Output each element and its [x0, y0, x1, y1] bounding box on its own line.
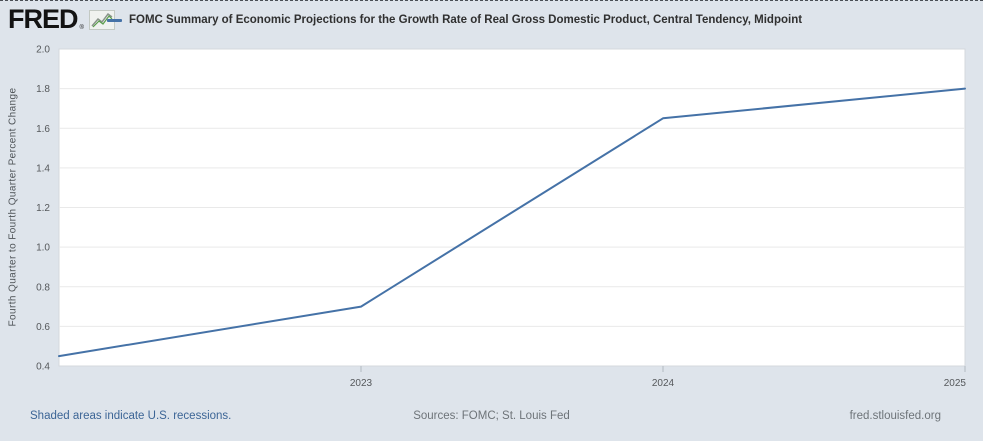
y-axis-tick-label: 0.6 [36, 322, 50, 333]
fred-logo[interactable]: FRED ® [8, 6, 115, 33]
y-axis-tick-label: 1.2 [36, 203, 50, 214]
recessions-note-link[interactable]: Shaded areas indicate U.S. recessions. [30, 410, 232, 422]
series-legend-dash-icon [107, 18, 122, 22]
y-axis-tick-label: 1.8 [36, 84, 50, 95]
x-axis-tick-label: 2024 [652, 378, 675, 389]
x-axis-tick-label: 2025 [944, 378, 967, 389]
y-axis-tick-label: 0.4 [36, 362, 50, 373]
fred-logo-registered-mark: ® [79, 25, 84, 31]
y-axis-tick-label: 2.0 [36, 45, 50, 56]
y-axis-tick-label: 1.6 [36, 124, 50, 135]
y-axis-tick-label: 1.0 [36, 243, 50, 254]
line-chart[interactable]: 0.4 0.6 0.8 1.0 1.2 1.4 1.6 1.8 2.0 2023 2024 2025 [0, 1, 983, 401]
y-axis-tick-label: 1.4 [36, 163, 50, 174]
y-axis-tick-label: 0.8 [36, 282, 50, 293]
fred-url-text: fred.stlouisfed.org [849, 410, 941, 422]
series-legend: FOMC Summary of Economic Projections for… [107, 1, 802, 39]
series-legend-label: FOMC Summary of Economic Projections for… [129, 14, 803, 26]
y-axis-title: Fourth Quarter to Fourth Quarter Percent… [7, 87, 19, 327]
chart-footer: Shaded areas indicate U.S. recessions. S… [0, 405, 983, 431]
sources-text: Sources: FOMC; St. Louis Fed [413, 410, 570, 422]
x-axis-tick-label: 2023 [350, 378, 373, 389]
chart-header: FRED ® FOMC Summary of Economic Projecti… [0, 1, 983, 41]
series-line [58, 87, 966, 358]
fred-logo-text: FRED [8, 4, 78, 34]
